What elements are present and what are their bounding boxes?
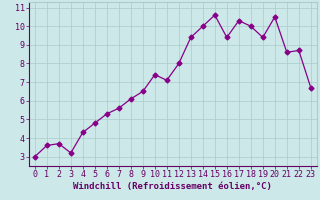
- X-axis label: Windchill (Refroidissement éolien,°C): Windchill (Refroidissement éolien,°C): [73, 182, 272, 191]
